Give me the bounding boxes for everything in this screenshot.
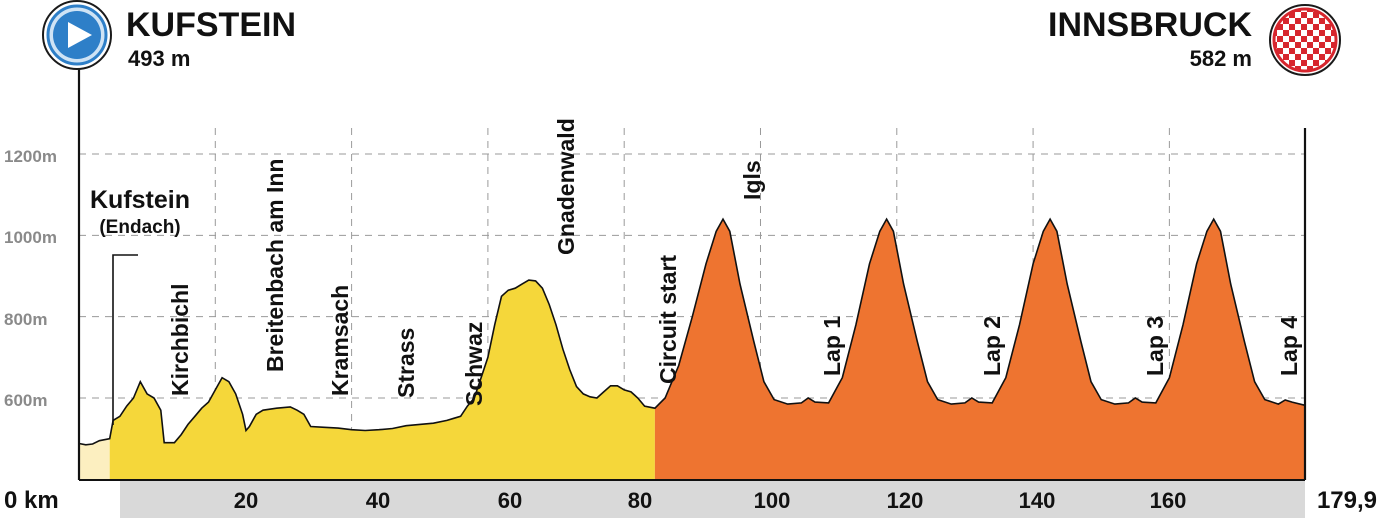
waypoint-lap1: Lap 1	[819, 316, 845, 376]
x-axis-start-label: 0 km	[4, 487, 59, 514]
x-tick-label: 60	[498, 488, 522, 513]
finish-header: INNSBRUCK 582 m	[1048, 4, 1341, 76]
x-tick-label: 120	[887, 488, 924, 513]
waypoint-kufstein-label: Kufstein	[90, 186, 190, 214]
waypoint-lap2: Lap 2	[979, 316, 1005, 376]
x-axis-labels: 0 km 20 40 60 80 100 120 140 160 179,9	[4, 487, 1377, 514]
waypoint-kufstein-endach: Kufstein (Endach)	[90, 186, 190, 425]
waypoint-labels: Kirchbichl Breitenbach am Inn Kramsach S…	[167, 118, 1302, 406]
finish-altitude: 582 m	[1190, 46, 1252, 71]
start-altitude: 493 m	[128, 46, 190, 71]
waypoint-strass: Strass	[393, 328, 419, 398]
waypoint-kramsach: Kramsach	[327, 285, 353, 396]
x-tick-label: 140	[1019, 488, 1056, 513]
yellow-segment-area	[109, 280, 655, 480]
y-tick-label: 800m	[4, 310, 47, 329]
neutral-zone-area	[79, 438, 110, 480]
waypoint-kirchbichl: Kirchbichl	[167, 284, 193, 396]
checkered-flag-icon	[1269, 4, 1341, 76]
profile-line	[78, 217, 1306, 446]
start-city-name: KUFSTEIN	[126, 6, 296, 44]
play-icon	[42, 0, 112, 70]
orange-segment-area	[654, 219, 1305, 480]
waypoint-endach-label: (Endach)	[99, 217, 180, 238]
x-tick-label: 20	[234, 488, 258, 513]
x-axis-end-label: 179,9	[1317, 487, 1377, 514]
y-tick-label: 1000m	[4, 228, 57, 247]
x-axis-band	[120, 480, 1305, 518]
y-tick-label: 600m	[4, 391, 47, 410]
x-tick-label: 40	[366, 488, 390, 513]
waypoint-igls: Igls	[739, 160, 765, 200]
waypoint-lap4: Lap 4	[1276, 316, 1302, 376]
y-tick-label: 1200m	[4, 147, 57, 166]
finish-city-name: INNSBRUCK	[1048, 6, 1252, 44]
start-header: KUFSTEIN 493 m	[42, 0, 296, 71]
x-tick-label: 160	[1150, 488, 1187, 513]
y-axis-labels: 600m 800m 1000m 1200m	[4, 147, 57, 410]
waypoint-gnadenwald: Gnadenwald	[553, 118, 579, 255]
x-tick-label: 100	[754, 488, 791, 513]
x-tick-label: 80	[628, 488, 652, 513]
waypoint-breitenbach: Breitenbach am Inn	[262, 159, 288, 372]
waypoint-circuit-start: Circuit start	[655, 255, 681, 384]
profile-areas	[78, 217, 1306, 480]
waypoint-schwaz: Schwaz	[461, 322, 487, 406]
waypoint-lap3: Lap 3	[1142, 316, 1168, 376]
